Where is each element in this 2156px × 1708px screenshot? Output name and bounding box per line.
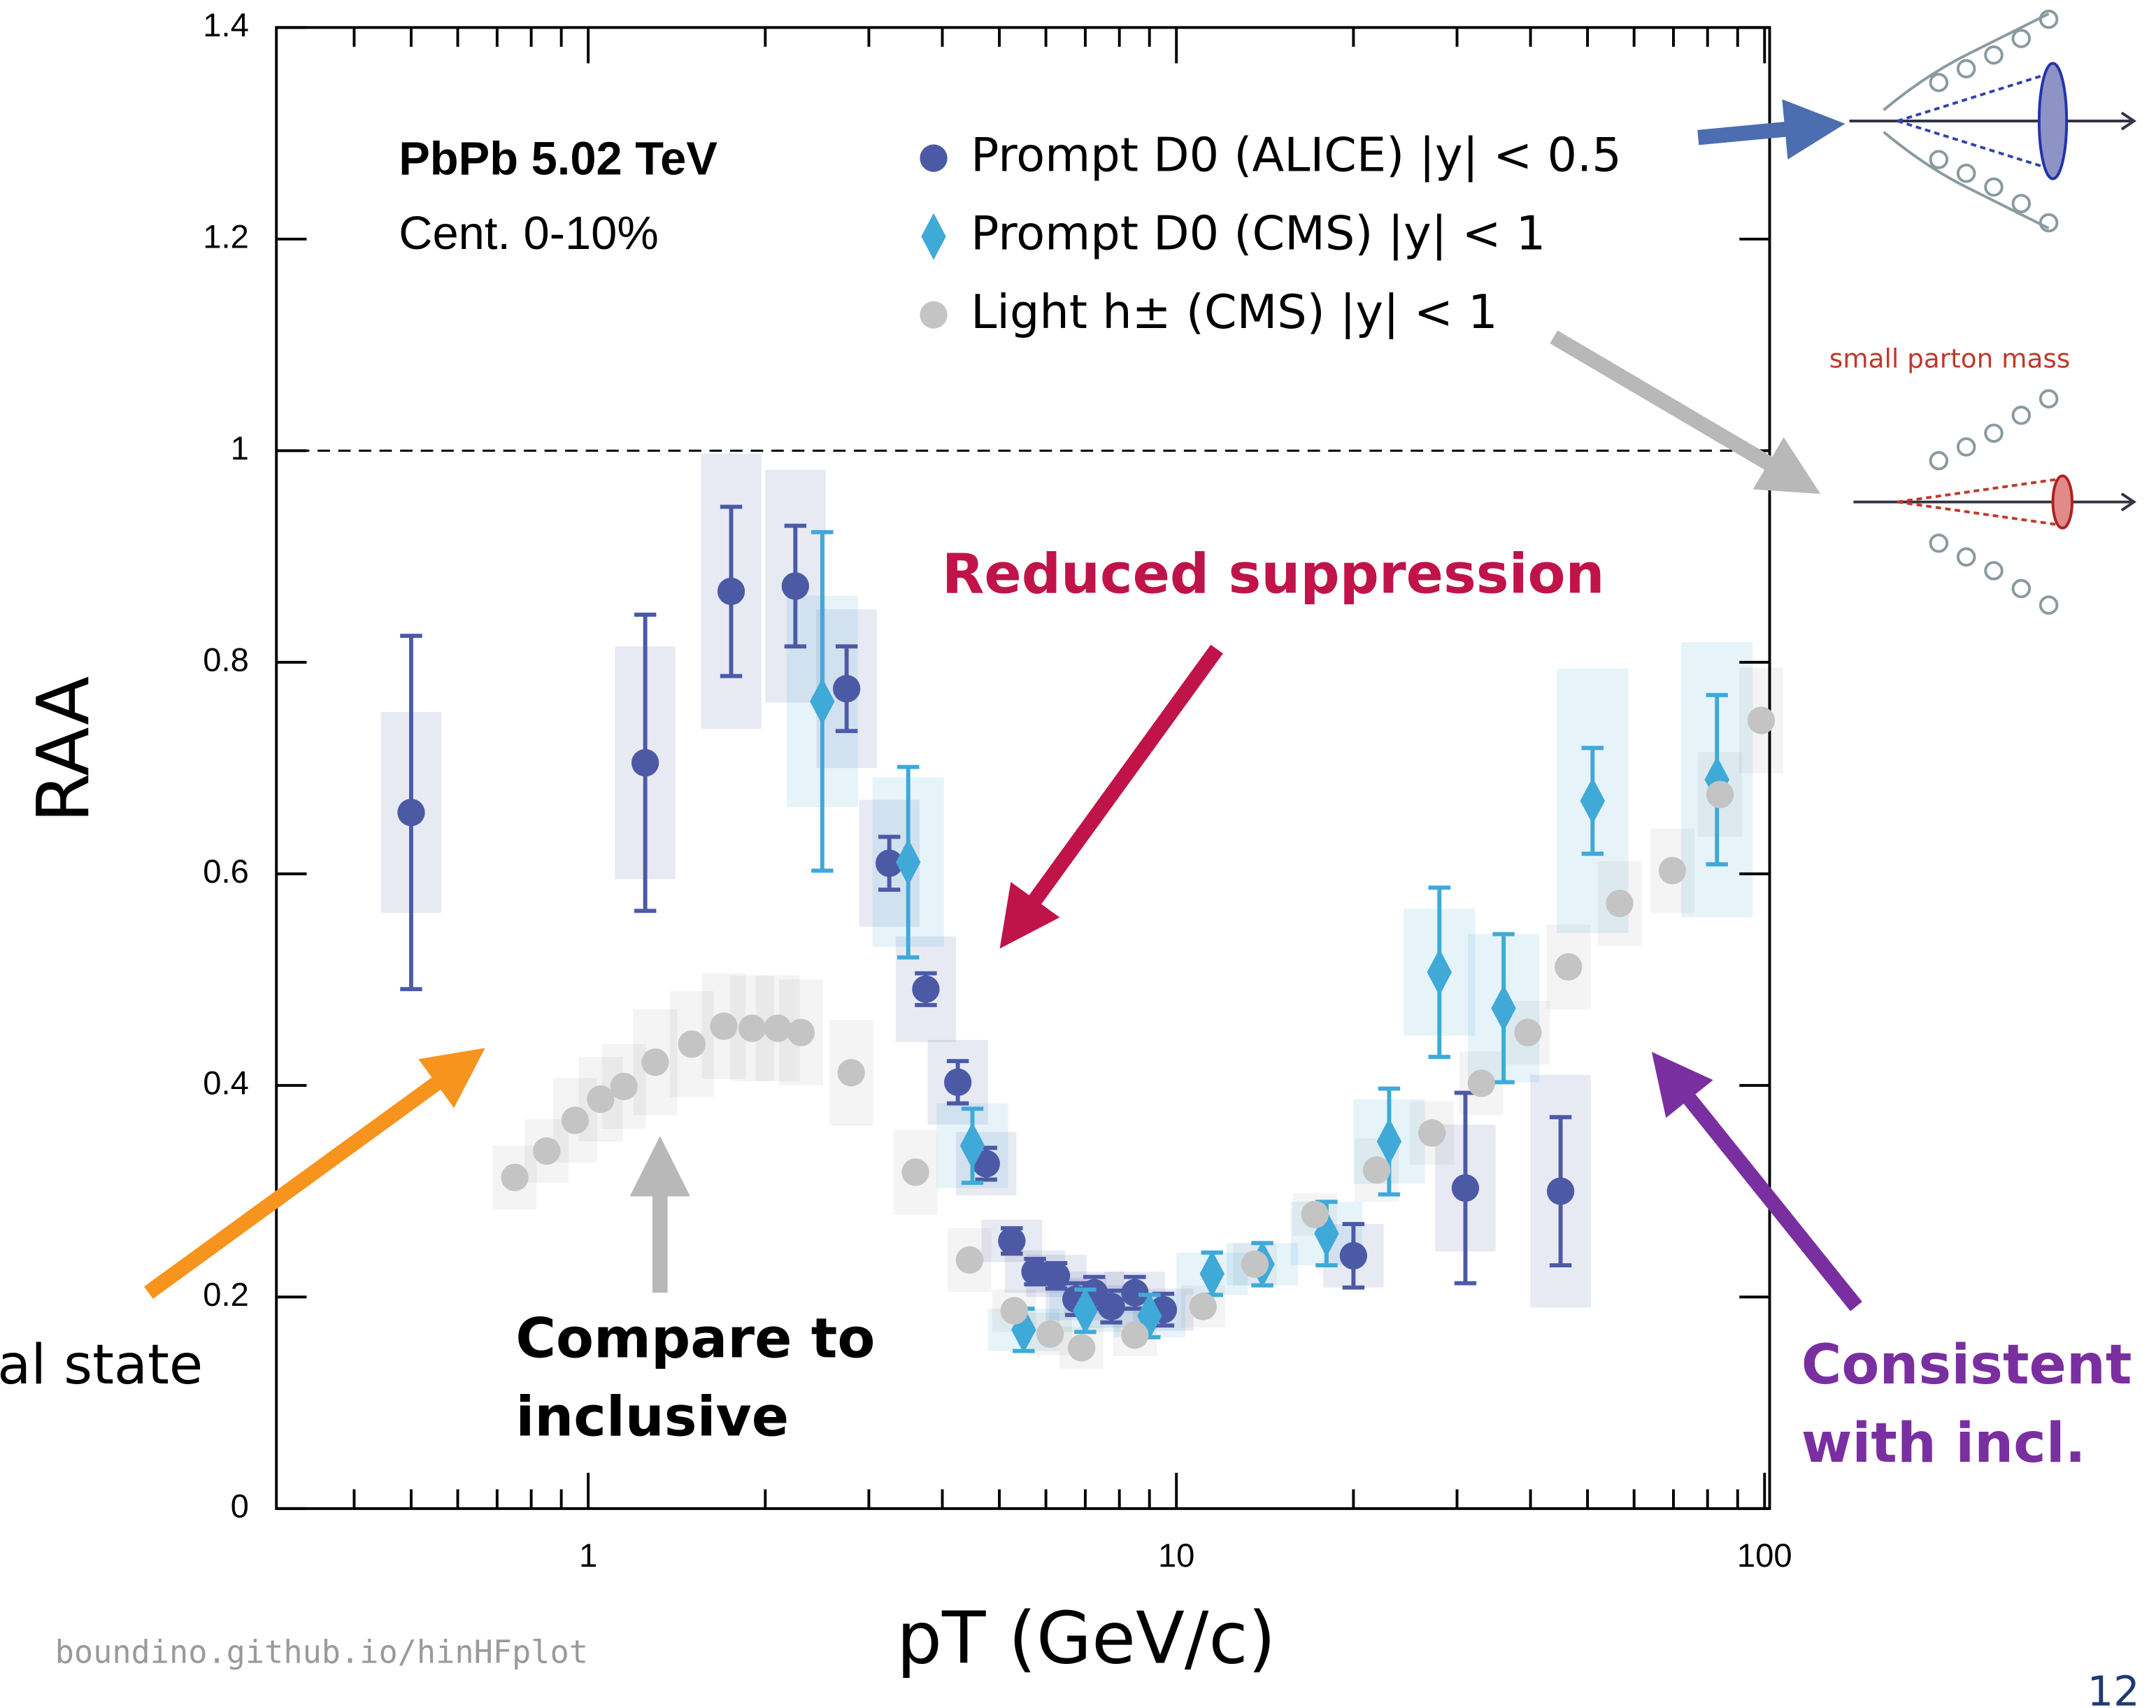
page-number: 12 bbox=[2087, 1667, 2140, 1708]
data-point bbox=[764, 1014, 792, 1042]
data-point bbox=[972, 1150, 1000, 1178]
y-tick-label: 1 bbox=[231, 429, 249, 467]
x-tick-label: 10 bbox=[1158, 1537, 1194, 1574]
data-point bbox=[1036, 1320, 1064, 1348]
data-point bbox=[901, 1158, 929, 1186]
data-point bbox=[678, 1030, 706, 1058]
data-point bbox=[1514, 1018, 1542, 1046]
data-point bbox=[1418, 1119, 1446, 1147]
annotation: small parton mass bbox=[1829, 343, 2070, 374]
data-point bbox=[1658, 857, 1687, 885]
data-point bbox=[837, 1059, 865, 1087]
data-point bbox=[1021, 1258, 1049, 1286]
annotation: al state bbox=[0, 1332, 203, 1397]
data-point bbox=[943, 1068, 972, 1097]
data-point bbox=[631, 748, 659, 777]
data-point bbox=[955, 1246, 984, 1274]
data-point bbox=[1606, 890, 1634, 918]
y-tick-label: 0.2 bbox=[203, 1276, 249, 1313]
data-point bbox=[781, 572, 809, 600]
annotation: Reduced suppression bbox=[942, 541, 1605, 606]
data-point bbox=[561, 1106, 590, 1134]
y-tick-label: 0.8 bbox=[203, 641, 249, 678]
arrow bbox=[1550, 330, 1821, 494]
system-label: Cent. 0-10% bbox=[399, 207, 659, 259]
data-point bbox=[738, 1014, 766, 1042]
data-point bbox=[1451, 1174, 1480, 1202]
data-point bbox=[1241, 1250, 1269, 1279]
y-tick-label: 0 bbox=[231, 1487, 249, 1524]
data-point bbox=[1427, 948, 1452, 996]
data-point bbox=[1339, 1241, 1368, 1270]
data-point bbox=[1580, 777, 1606, 825]
source-url: boundino.github.io/hinHFplot bbox=[55, 1633, 588, 1670]
system-label: PbPb 5.02 TeV bbox=[399, 133, 718, 185]
x-axis-label: pT (GeV/c) bbox=[897, 1597, 1276, 1680]
data-point bbox=[1467, 1069, 1495, 1097]
data-point bbox=[1189, 1293, 1217, 1321]
data-point bbox=[1000, 1297, 1028, 1325]
y-tick-label: 1.2 bbox=[203, 218, 249, 255]
annotation: with incl. bbox=[1801, 1411, 2086, 1475]
y-axis-label: RAA bbox=[22, 676, 106, 823]
arrow bbox=[144, 1048, 485, 1299]
legend-marker bbox=[921, 213, 946, 260]
data-point bbox=[1097, 1293, 1125, 1321]
data-point bbox=[587, 1085, 615, 1113]
y-tick-label: 0.4 bbox=[203, 1064, 249, 1101]
data-point bbox=[1121, 1321, 1149, 1349]
data-point bbox=[1706, 781, 1734, 809]
legend-marker bbox=[920, 301, 948, 329]
x-tick-label: 1 bbox=[579, 1537, 597, 1574]
data-point bbox=[501, 1163, 529, 1192]
data-point bbox=[1121, 1279, 1149, 1307]
x-tick-label: 100 bbox=[1737, 1537, 1792, 1574]
legend-label: Prompt D0 (CMS) |y| < 1 bbox=[971, 206, 1545, 261]
data-point bbox=[875, 849, 904, 877]
annotation: inclusive bbox=[515, 1385, 789, 1449]
data-point bbox=[397, 798, 425, 827]
data-point bbox=[710, 1012, 738, 1040]
data-point bbox=[912, 975, 940, 1003]
jet-illustration bbox=[1849, 9, 2137, 233]
plot-frame bbox=[275, 26, 1771, 1510]
data-point bbox=[959, 1122, 985, 1169]
data-point bbox=[998, 1227, 1026, 1255]
data-point bbox=[1301, 1200, 1329, 1229]
data-point bbox=[610, 1072, 638, 1101]
plot-area: 0 0.2 0.4 0.6 0.8 1 1.2 1.4 1 10 100 bbox=[203, 6, 1792, 1574]
data-point bbox=[1042, 1262, 1071, 1290]
data-point bbox=[1747, 706, 1776, 734]
arrow bbox=[999, 644, 1223, 949]
legend-label: Light h± (CMS) |y| < 1 bbox=[971, 285, 1498, 339]
legend-marker bbox=[920, 144, 948, 172]
y-tick-label: 1.4 bbox=[203, 6, 249, 43]
annotation: Consistent bbox=[1801, 1332, 2132, 1397]
legend-label: Prompt D0 (ALICE) |y| < 0.5 bbox=[971, 128, 1622, 183]
annotation: Compare to bbox=[515, 1306, 875, 1370]
data-point bbox=[1546, 1177, 1575, 1205]
data-point bbox=[533, 1137, 561, 1165]
jet-illustration bbox=[1853, 389, 2137, 615]
data-point bbox=[1362, 1156, 1391, 1184]
data-point bbox=[1067, 1334, 1096, 1362]
data-point bbox=[832, 675, 861, 703]
arrow bbox=[1697, 99, 1846, 160]
arrow bbox=[1651, 1051, 1862, 1311]
data-point bbox=[787, 1018, 815, 1046]
data-point bbox=[717, 577, 745, 606]
data-point bbox=[641, 1048, 669, 1076]
y-tick-label: 0.6 bbox=[203, 853, 249, 890]
data-point bbox=[1555, 953, 1583, 981]
